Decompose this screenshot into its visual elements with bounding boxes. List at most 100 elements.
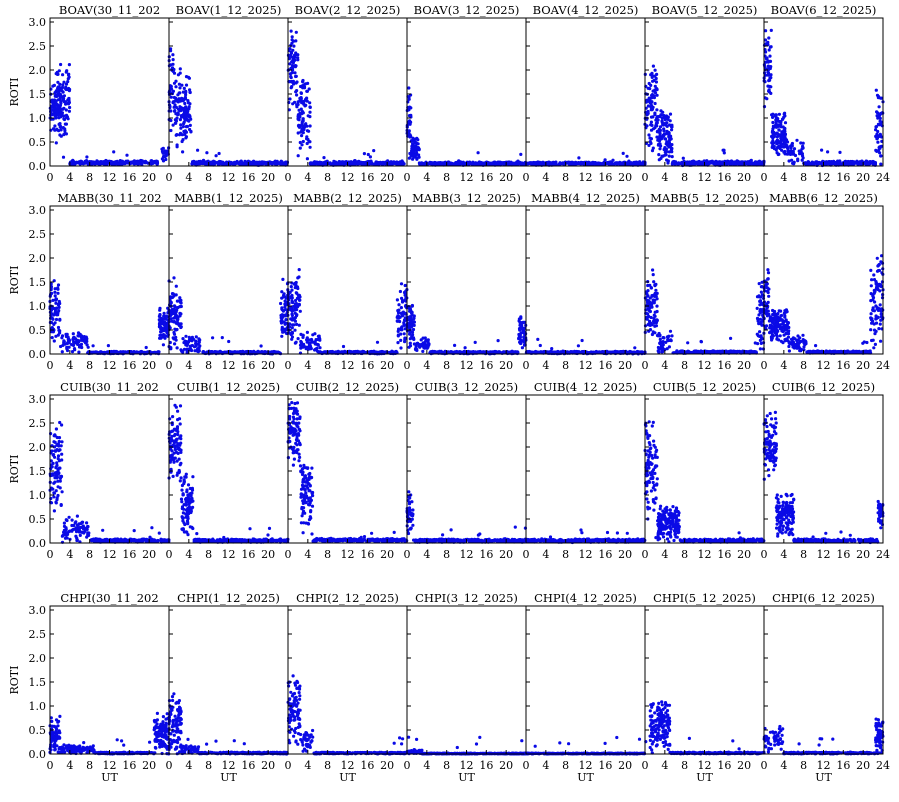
x-tick-label: 8 — [205, 359, 212, 372]
panel-frame — [49, 205, 170, 355]
x-tick-label: 0 — [47, 171, 54, 184]
data-point — [801, 141, 805, 145]
data-point — [214, 350, 218, 354]
panel-frame — [168, 205, 289, 355]
data-point — [96, 160, 101, 164]
scatter-panel: BOAV(3_12_2025)0 4 8 12 16 20 — [404, 3, 528, 184]
scatter-panel: BOAV(6_12_2025)0 4 8 12 16 20 24 — [761, 3, 891, 184]
data-point — [783, 121, 788, 125]
data-point — [302, 83, 306, 87]
data-point — [196, 148, 200, 152]
data-point — [297, 295, 301, 299]
data-point — [54, 100, 58, 104]
data-point — [877, 148, 881, 153]
data-point — [308, 140, 312, 144]
data-point — [178, 91, 182, 95]
data-point — [290, 35, 294, 39]
data-point — [288, 290, 292, 294]
data-point — [91, 344, 95, 348]
data-point — [372, 149, 376, 153]
data-point — [396, 329, 400, 333]
data-point — [164, 314, 169, 318]
data-point — [668, 137, 672, 142]
data-point — [662, 129, 666, 133]
data-point — [290, 313, 294, 318]
data-point — [205, 151, 209, 155]
data-point — [780, 117, 785, 121]
data-point — [58, 122, 62, 126]
data-point — [66, 340, 70, 344]
data-point — [242, 350, 246, 354]
y-tick-label: 3.0 — [29, 204, 47, 217]
data-points — [643, 64, 766, 168]
data-point — [399, 346, 403, 350]
data-point — [815, 161, 820, 165]
data-point — [54, 297, 59, 301]
data-point — [173, 99, 177, 103]
data-point — [362, 152, 366, 156]
data-point — [876, 129, 880, 134]
panel-title: BOAV(1_12_2025) — [176, 3, 282, 17]
data-point — [294, 291, 298, 295]
data-point — [838, 150, 842, 154]
data-point — [786, 149, 790, 153]
data-point — [627, 159, 631, 163]
data-point — [763, 71, 767, 75]
data-point — [58, 103, 63, 108]
data-point — [655, 87, 659, 92]
data-point — [188, 123, 192, 127]
data-point — [53, 287, 57, 291]
data-point — [125, 153, 129, 157]
data-point — [783, 127, 787, 131]
data-point — [399, 282, 404, 286]
data-point — [54, 301, 58, 305]
data-point — [77, 350, 81, 354]
data-point — [664, 142, 668, 146]
data-point — [649, 141, 653, 145]
panel-frame — [49, 17, 170, 167]
data-point — [198, 344, 202, 348]
scatter-panel: MABB(2_12_2025)0 4 8 12 16 20 — [285, 191, 409, 372]
x-tick-label: 16 — [122, 171, 136, 184]
data-point — [295, 80, 299, 84]
data-point — [68, 105, 72, 110]
data-point — [305, 124, 309, 128]
data-point — [774, 125, 779, 129]
data-point — [189, 117, 193, 121]
data-point — [688, 161, 692, 165]
data-point — [811, 162, 816, 166]
data-point — [305, 96, 309, 100]
data-point — [375, 340, 380, 344]
data-point — [313, 332, 317, 336]
x-tick-label: 8 — [443, 171, 450, 184]
data-point — [776, 132, 780, 136]
data-point — [667, 144, 671, 148]
data-point — [58, 82, 62, 86]
data-point — [650, 74, 654, 78]
data-point — [59, 344, 63, 349]
data-point — [731, 161, 736, 165]
data-point — [879, 162, 883, 166]
data-point — [769, 85, 773, 89]
y-tick-label: 1.0 — [29, 300, 47, 313]
data-point — [621, 151, 625, 155]
data-point — [295, 89, 299, 93]
data-point — [58, 317, 62, 321]
data-point — [570, 162, 575, 166]
data-point — [669, 125, 674, 129]
data-point — [878, 119, 882, 123]
data-point — [695, 160, 699, 164]
data-point — [148, 161, 152, 165]
data-point — [67, 89, 71, 93]
data-point — [163, 155, 167, 159]
data-point — [171, 292, 175, 296]
data-point — [71, 332, 75, 336]
data-point — [60, 107, 64, 111]
data-point — [392, 160, 396, 164]
y-tick-label: 0.5 — [29, 136, 47, 149]
data-point — [315, 342, 319, 346]
data-point — [599, 162, 603, 166]
data-point — [180, 139, 184, 144]
x-tick-label: 20 — [380, 359, 394, 372]
